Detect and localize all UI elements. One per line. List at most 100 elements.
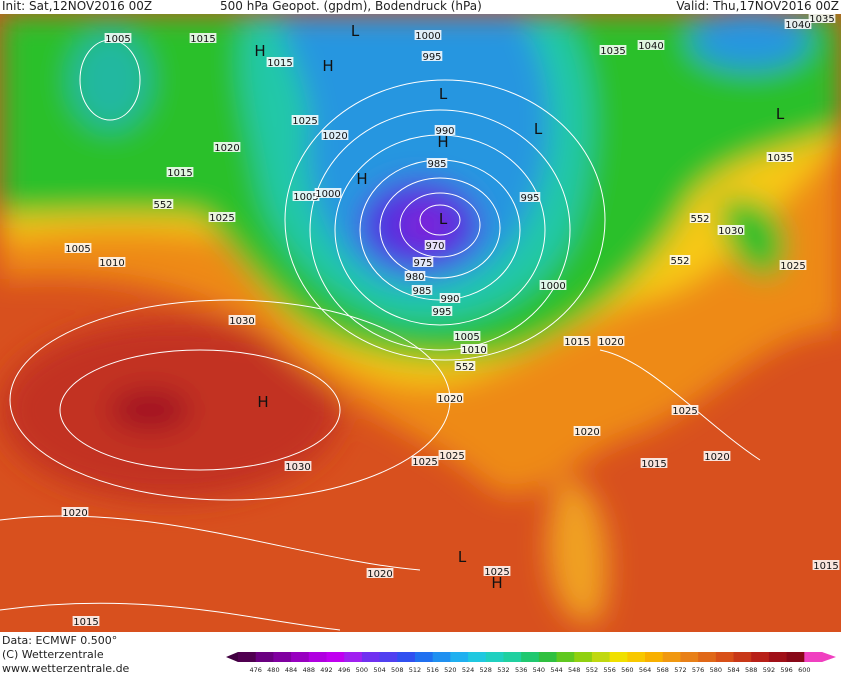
label-bg	[189, 33, 217, 43]
isobar-label: 990	[440, 294, 459, 305]
colorbar-label: 480	[267, 666, 279, 674]
pressure-center: H	[322, 57, 333, 75]
pressure-center: L	[439, 85, 448, 103]
label-bg	[453, 331, 481, 341]
colorbar-swatch	[361, 652, 381, 662]
label-bg	[421, 51, 443, 61]
isobar-label: 1030	[718, 226, 743, 237]
label-bg	[104, 33, 132, 43]
colorbar-label: 524	[462, 666, 474, 674]
colorbar-end	[822, 652, 836, 662]
colorbar-swatch	[432, 652, 451, 662]
label-bg	[439, 293, 461, 303]
isobar-label: 1020	[598, 337, 623, 348]
pressure-center: H	[491, 574, 502, 592]
label-bg	[460, 344, 488, 354]
label-bg	[671, 405, 699, 415]
label-bg	[292, 191, 320, 201]
isobar-label: 1005	[105, 34, 130, 45]
isobar-label: 1020	[367, 569, 392, 580]
colorbar-swatch	[786, 652, 805, 662]
url-text: www.wetterzentrale.de	[2, 662, 130, 675]
colorbar-label: 548	[568, 666, 580, 674]
label-bg	[291, 115, 319, 125]
colorbar-swatch	[751, 652, 770, 662]
isobar-label: 1010	[99, 258, 124, 269]
isobar-label: 970	[425, 241, 444, 252]
label-bg	[152, 199, 174, 209]
isobar-label: 1025	[412, 457, 437, 468]
colorbar-label: 584	[727, 666, 739, 674]
label-bg	[779, 260, 807, 270]
colorbar-swatch	[273, 652, 292, 662]
isobar-label: 995	[432, 307, 451, 318]
label-bg	[519, 192, 541, 202]
isobar-label: 1010	[461, 345, 486, 356]
isobar-label: 552	[455, 362, 474, 373]
isobar-label: 1015	[641, 459, 666, 470]
colorbar-label: 536	[515, 666, 527, 674]
label-bg	[539, 280, 567, 290]
colorbar-label: 512	[409, 666, 421, 674]
label-bg	[314, 188, 342, 198]
isobar-label: 985	[427, 159, 446, 170]
pressure-center: H	[437, 133, 448, 151]
pressure-center: L	[776, 105, 785, 123]
colorbar-label: 568	[657, 666, 669, 674]
isobar-label: 1025	[484, 567, 509, 578]
colorbar-label: 504	[373, 666, 385, 674]
label-bg	[321, 130, 349, 140]
label-bg	[597, 336, 625, 346]
label-bg	[454, 361, 476, 371]
label-bg	[573, 426, 601, 436]
colorbar-label: 576	[692, 666, 704, 674]
colorbar-swatch	[715, 652, 735, 662]
isobar-label: 1015	[267, 58, 292, 69]
label-bg	[563, 336, 591, 346]
isobar-label: 980	[405, 272, 424, 283]
colorbar-label: 488	[303, 666, 315, 674]
pressure-center: L	[351, 22, 360, 40]
colorbar-swatch	[556, 652, 575, 662]
colorbar-swatch	[768, 652, 788, 662]
colorbar-swatch	[379, 652, 398, 662]
label-bg	[284, 461, 312, 471]
label-bg	[98, 257, 126, 267]
colorbar-swatch	[485, 652, 504, 662]
label-bg	[784, 19, 812, 29]
label-bg	[64, 243, 92, 253]
isobar-label: 1020	[62, 508, 87, 519]
colorbar-swatch	[291, 652, 310, 662]
label-bg	[228, 315, 256, 325]
label-bg	[412, 257, 434, 267]
colorbar-swatch	[645, 652, 664, 662]
isobar-label: 1025	[780, 261, 805, 272]
label-bg	[166, 167, 194, 177]
colorbar-swatch	[662, 652, 681, 662]
colorbar-label: 508	[391, 666, 403, 674]
isobar-label: 1035	[600, 46, 625, 57]
isobar-label: 1015	[190, 34, 215, 45]
colorbar-label: 560	[621, 666, 633, 674]
pressure-center: H	[254, 42, 265, 60]
label-bg	[411, 456, 439, 466]
pressure-center: L	[439, 210, 448, 228]
isobar-label: 1035	[767, 153, 792, 164]
colorbar-label: 500	[356, 666, 368, 674]
colorbar-label: 496	[338, 666, 350, 674]
colorbar-label: 552	[586, 666, 598, 674]
colorbar-label: 476	[249, 666, 261, 674]
isobar-label: 1015	[73, 617, 98, 628]
label-bg	[436, 393, 464, 403]
label-bg	[599, 45, 627, 55]
colorbar-label: 516	[426, 666, 438, 674]
isobar-label: 1025	[672, 406, 697, 417]
colorbar-swatch	[326, 652, 345, 662]
isobar-label: 975	[413, 258, 432, 269]
colorbar-label: 528	[480, 666, 492, 674]
pressure-center: L	[534, 120, 543, 138]
map-field	[0, 14, 841, 632]
label-bg	[424, 240, 446, 250]
label-bg	[72, 616, 100, 626]
